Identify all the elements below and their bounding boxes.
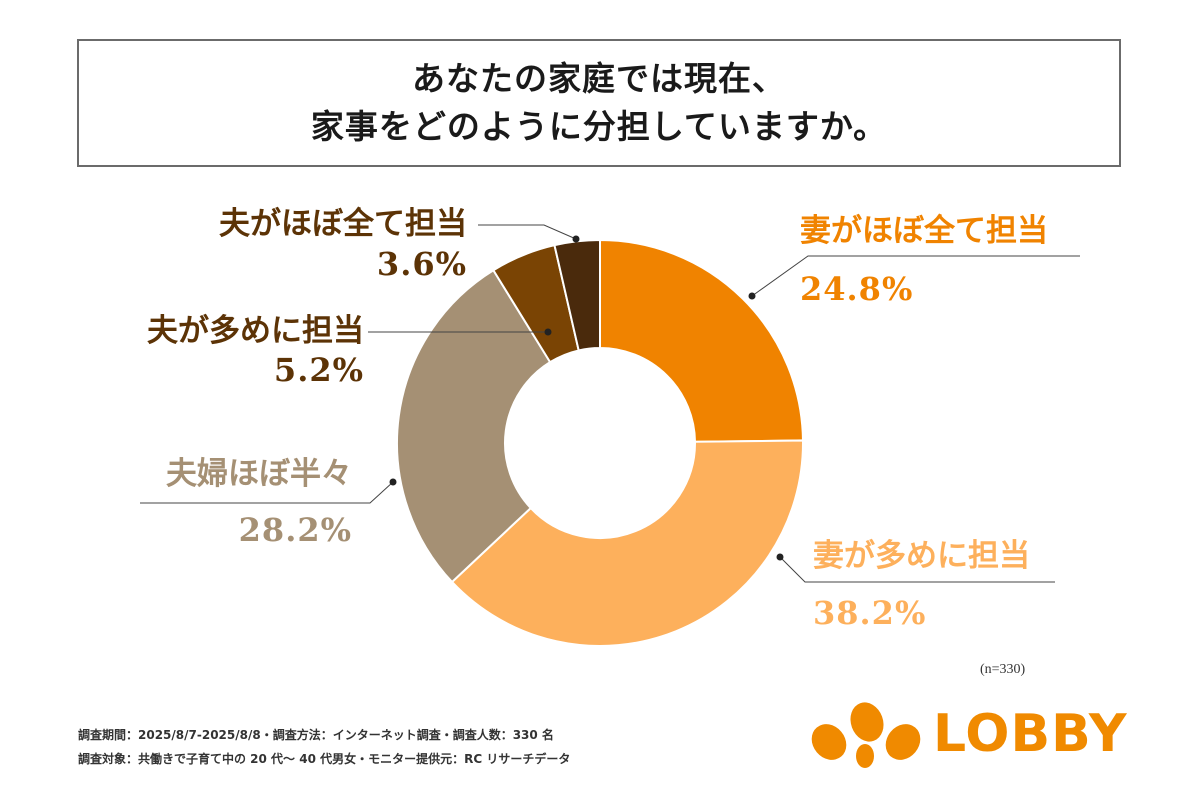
leader-line-5: [478, 224, 577, 240]
logo-text: LOBBY: [933, 704, 1128, 764]
footer-survey-target: 調査対象：共働きで子育て中の 20 代〜 40 代男女・モニター提供元：RC リ…: [78, 752, 571, 766]
slice-label-2: 妻が多めに担当: [813, 538, 1030, 574]
slice-value-3: 28.2%: [239, 511, 352, 549]
donut-slice-5: [553, 238, 601, 352]
footer-survey-info: 調査期間：2025/8/7-2025/8/8・調査方法：インターネット調査・調査…: [78, 728, 554, 742]
lobby-logo: LOBBY: [805, 700, 1135, 770]
donut-slice-1: [599, 238, 804, 443]
leader-dot-5: [572, 235, 580, 243]
slice-value-2: 38.2%: [813, 594, 926, 632]
leader-line-2: [779, 556, 1055, 583]
leader-line-1: [751, 255, 1080, 297]
slice-value-1: 24.8%: [800, 270, 913, 308]
donut-slice-2: [450, 439, 804, 647]
title-line-1: あなたの家庭では現在、: [412, 59, 786, 99]
slice-label-3: 夫婦ほぼ半々: [166, 456, 352, 492]
leader-dot-4: [544, 328, 552, 336]
logo-mark-icon: [811, 702, 921, 768]
slice-label-1: 妻がほぼ全て担当: [800, 213, 1048, 249]
slice-label-4: 夫が多めに担当: [147, 313, 364, 349]
donut-slice-3: [396, 268, 552, 584]
title-line-2: 家事をどのように分担していますか。: [310, 107, 888, 146]
title-box: あなたの家庭では現在、 家事をどのように分担していますか。: [77, 39, 1121, 167]
leader-line-3: [140, 481, 394, 504]
slice-value-5: 3.6%: [377, 245, 467, 283]
sample-size: (n=330): [980, 662, 1026, 677]
slice-label-5: 夫がほぼ全て担当: [219, 206, 467, 242]
leader-dot-2: [776, 553, 784, 561]
leader-dot-3: [389, 478, 397, 486]
slice-value-4: 5.2%: [274, 351, 364, 389]
leader-dot-1: [748, 292, 756, 300]
